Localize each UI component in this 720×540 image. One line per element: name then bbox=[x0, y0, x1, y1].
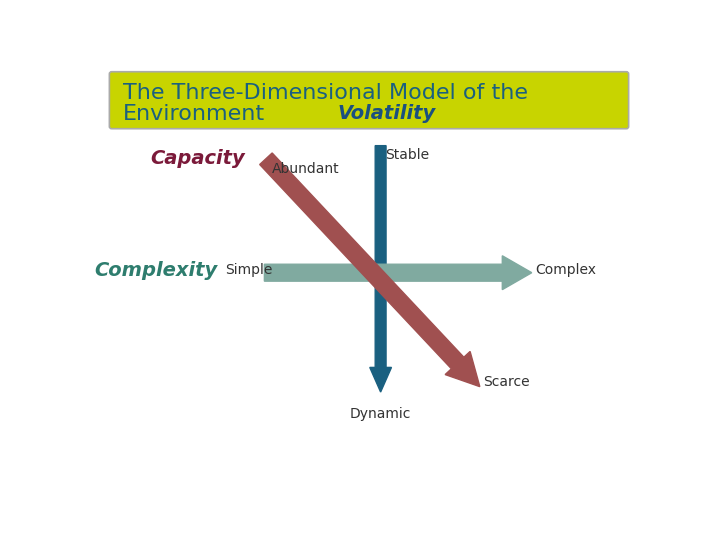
Text: Environment: Environment bbox=[122, 104, 265, 124]
Text: Volatility: Volatility bbox=[338, 104, 436, 123]
FancyArrow shape bbox=[370, 146, 392, 392]
FancyBboxPatch shape bbox=[109, 72, 629, 129]
FancyArrow shape bbox=[260, 153, 480, 387]
Text: Scarce: Scarce bbox=[483, 375, 529, 389]
Text: Abundant: Abundant bbox=[272, 162, 340, 176]
Text: Capacity: Capacity bbox=[150, 149, 245, 168]
FancyArrow shape bbox=[264, 256, 532, 289]
Text: Dynamic: Dynamic bbox=[350, 408, 411, 421]
Text: Complex: Complex bbox=[536, 264, 597, 278]
Text: Simple: Simple bbox=[225, 264, 272, 278]
Text: The Three-Dimensional Model of the: The Three-Dimensional Model of the bbox=[122, 83, 528, 103]
Text: Stable: Stable bbox=[385, 148, 429, 162]
Text: Complexity: Complexity bbox=[94, 261, 218, 280]
